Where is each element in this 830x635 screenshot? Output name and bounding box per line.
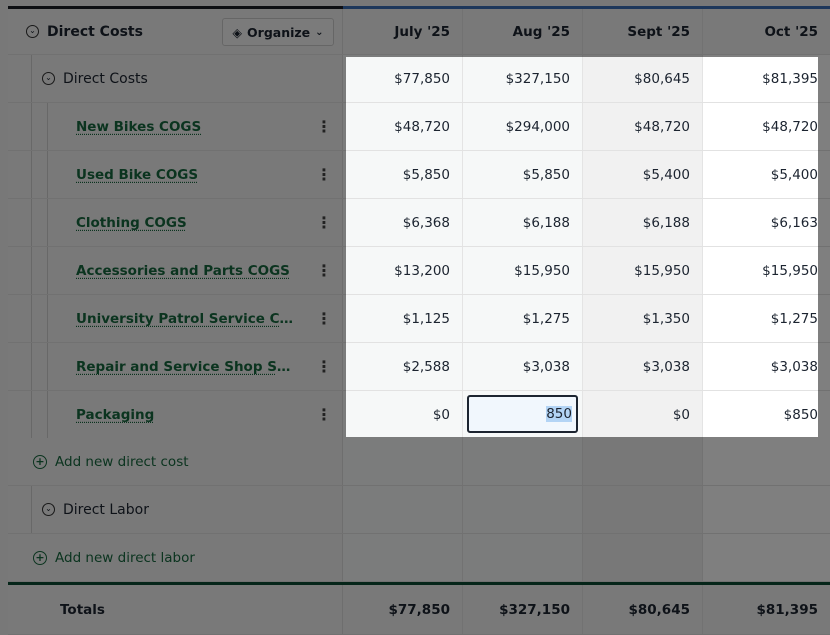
section-title: Direct Costs	[47, 23, 143, 40]
cell[interactable]: $3,038	[703, 343, 830, 390]
cell[interactable]: $1,125	[343, 295, 463, 342]
cell-editor-input[interactable]: 850	[467, 395, 578, 433]
chevron-down-icon: ⌄	[315, 26, 324, 38]
cell[interactable]: $15,950	[463, 247, 583, 294]
header-row: ⌄ Direct Costs ◈ Organize ⌄ July '25 Aug…	[8, 9, 830, 55]
cell[interactable]: $48,720	[583, 103, 703, 150]
cell[interactable]: $6,163	[703, 199, 830, 246]
collapse-icon[interactable]: ⌄	[42, 503, 55, 516]
cell[interactable]: $5,400	[703, 151, 830, 198]
totals-rule	[8, 582, 830, 585]
cell[interactable]: $48,720	[703, 103, 830, 150]
more-options-icon[interactable]: ⋮	[316, 404, 332, 424]
line-item-link[interactable]: Packaging	[76, 406, 155, 423]
cell[interactable]: $850	[703, 391, 830, 438]
cell[interactable]: $77,850	[343, 55, 463, 102]
add-direct-labor-row: + Add new direct labor	[8, 534, 830, 582]
top-rule	[8, 6, 343, 9]
cell[interactable]: $15,950	[583, 247, 703, 294]
plus-icon: +	[33, 550, 47, 565]
cell[interactable]: $15,950	[703, 247, 830, 294]
cell[interactable]: $1,350	[583, 295, 703, 342]
cell[interactable]: $1,275	[463, 295, 583, 342]
add-direct-cost-button[interactable]: + Add new direct cost	[33, 454, 189, 470]
direct-labor-row: ⌄ Direct Labor	[8, 486, 830, 534]
cell[interactable]: $3,038	[463, 343, 583, 390]
plus-icon: +	[33, 454, 47, 469]
total-cell: $81,395	[703, 585, 830, 634]
line-item-link[interactable]: New Bikes COGS	[76, 118, 202, 135]
column-header: Oct '25	[703, 9, 830, 54]
direct-costs-table: ⌄ Direct Costs ◈ Organize ⌄ July '25 Aug…	[8, 6, 830, 635]
cell[interactable]: $6,188	[463, 199, 583, 246]
line-item-link[interactable]: Accessories and Parts COGS	[76, 262, 290, 279]
cell[interactable]: $2,588	[343, 343, 463, 390]
cell[interactable]: $6,368	[343, 199, 463, 246]
add-direct-cost-row: + Add new direct cost	[8, 438, 830, 486]
cell[interactable]: $1,275	[703, 295, 830, 342]
cell[interactable]: $5,400	[583, 151, 703, 198]
cell[interactable]: $294,000	[463, 103, 583, 150]
cell[interactable]: $0	[583, 391, 703, 438]
cell[interactable]: $13,200	[343, 247, 463, 294]
cell[interactable]: $5,850	[343, 151, 463, 198]
more-options-icon[interactable]: ⋮	[316, 164, 332, 184]
total-cell: $327,150	[463, 585, 583, 634]
line-item-row: Accessories and Parts COGS ⋮ $13,200 $15,95…	[8, 247, 830, 295]
line-item-row: Used Bike COGS ⋮ $5,850 $5,850 $5,400 $5,400	[8, 151, 830, 199]
total-cell: $77,850	[343, 585, 463, 634]
cell[interactable]: $6,188	[583, 199, 703, 246]
line-item-row: Clothing COGS ⋮ $6,368 $6,188 $6,188 $6,163	[8, 199, 830, 247]
group-label: Direct Labor	[63, 501, 149, 518]
column-header: Aug '25	[463, 9, 583, 54]
more-options-icon[interactable]: ⋮	[316, 212, 332, 232]
more-options-icon[interactable]: ⋮	[316, 116, 332, 136]
cell[interactable]: $48,720	[343, 103, 463, 150]
column-header: July '25	[343, 9, 463, 54]
line-item-row: Repair and Service Shop Suppl...⋮$2,588$…	[8, 343, 830, 391]
cell[interactable]: $5,850	[463, 151, 583, 198]
group-row: ⌄ Direct Costs $77,850 $327,150 $80,645 …	[8, 55, 830, 103]
organize-button[interactable]: ◈ Organize ⌄	[222, 18, 334, 46]
top-rule-accent	[343, 6, 830, 9]
group-label: Direct Costs	[63, 70, 148, 87]
line-item-link[interactable]: University Patrol Service Contr...	[76, 310, 296, 327]
cell[interactable]: $0	[343, 391, 463, 438]
layers-icon: ◈	[232, 24, 243, 40]
line-item-row: New Bikes COGS ⋮ $48,720 $294,000 $48,720 $48…	[8, 103, 830, 151]
line-item-row: University Patrol Service Contr... ⋮ $1,12…	[8, 295, 830, 343]
line-item-link[interactable]: Used Bike COGS	[76, 166, 199, 183]
more-options-icon[interactable]: ⋮	[316, 308, 332, 328]
add-direct-labor-button[interactable]: + Add new direct labor	[33, 550, 195, 566]
line-item-link[interactable]: Repair and Service Shop Suppl...	[76, 358, 296, 375]
more-options-icon[interactable]: ⋮	[316, 260, 332, 280]
line-item-link[interactable]: Clothing COGS	[76, 214, 187, 231]
cell[interactable]: $81,395	[703, 55, 830, 102]
totals-row: Totals $77,850 $327,150 $80,645 $81,395	[8, 585, 830, 635]
column-header: Sept '25	[583, 9, 703, 54]
collapse-icon[interactable]: ⌄	[42, 72, 55, 85]
total-cell: $80,645	[583, 585, 703, 634]
cell[interactable]: $327,150	[463, 55, 583, 102]
line-item-row: Packaging ⋮ $0 $0 $850	[8, 391, 830, 439]
more-options-icon[interactable]: ⋮	[316, 356, 332, 376]
cell[interactable]: $80,645	[583, 55, 703, 102]
collapse-icon[interactable]: ⌄	[26, 25, 39, 38]
cell[interactable]: $3,038	[583, 343, 703, 390]
